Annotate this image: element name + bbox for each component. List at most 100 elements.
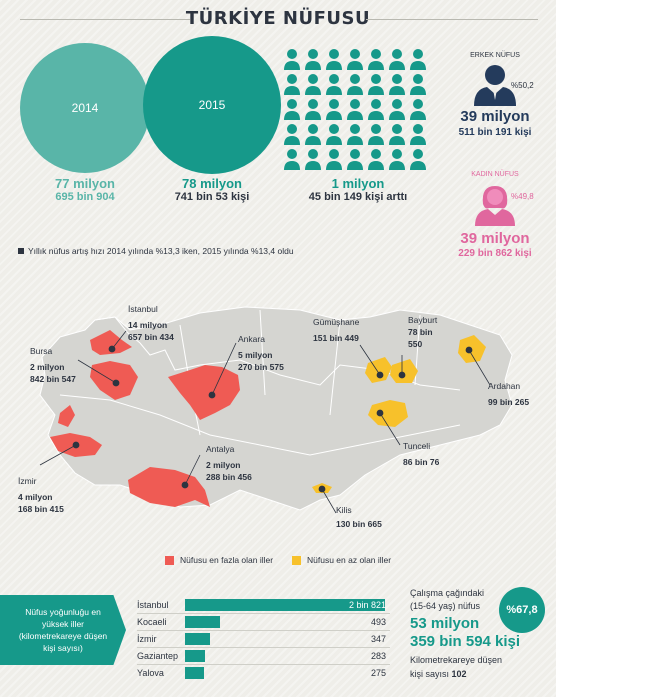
- label-tunceli: Tunceli 86 bin 76: [403, 441, 439, 467]
- female-label: KADIN NÜFUS: [471, 171, 519, 178]
- density-bar: [185, 616, 220, 628]
- region-tunceli: [368, 400, 408, 427]
- stat-diff-big: 1 milyon: [331, 176, 385, 191]
- page-title: TÜRKİYE NÜFUSU: [185, 8, 371, 29]
- work-big-2: 359 bin 594 kişi: [410, 633, 521, 650]
- label-ankara-l2: 270 bin 575: [238, 362, 284, 372]
- circle-2015: 2015: [143, 36, 281, 174]
- region-antalya: [128, 467, 210, 507]
- density-bar-row: Gaziantep 283: [137, 649, 390, 663]
- work-big-1: 53 milyon: [410, 615, 480, 632]
- label-gumushane-name: Gümüşhane: [313, 317, 360, 327]
- person-icon: [305, 74, 321, 95]
- stat-2014-small: 695 bin 904: [55, 191, 115, 203]
- work-label-2: (15-64 yaş) nüfus: [410, 601, 481, 611]
- label-bursa-l2: 842 bin 547: [30, 374, 76, 384]
- density-bar-value: 493: [370, 617, 386, 627]
- region-bayburt: [390, 359, 418, 383]
- person-icon: [389, 49, 405, 70]
- density-bar: [185, 650, 206, 662]
- region-istanbul: [90, 330, 132, 355]
- density-row-divider: [137, 613, 390, 614]
- label-antalya-name: Antalya: [206, 444, 235, 454]
- person-icon: [410, 74, 426, 95]
- female-small: 229 bin 862 kişi: [458, 248, 532, 259]
- person-icon: [368, 49, 384, 70]
- work-pct: %67,8: [506, 604, 538, 616]
- title-rule-left: [20, 19, 190, 20]
- label-kilis-l1: 130 bin 665: [336, 519, 382, 529]
- label-gumushane-l1: 151 bin 449: [313, 333, 359, 343]
- person-icon: [284, 124, 300, 145]
- density-bar-name: Gaziantep: [137, 651, 179, 661]
- density-row-divider: [137, 647, 390, 648]
- person-icon: [284, 74, 300, 95]
- work-pct-badge: %67,8: [499, 587, 545, 633]
- person-icon: [305, 124, 321, 145]
- label-bayburt-l1: 78 bin: [408, 327, 433, 337]
- density-banner: Nüfus yoğunluğu en yüksek iller (kilomet…: [0, 595, 126, 665]
- legend-most: Nüfusu en fazla olan iller: [165, 555, 273, 565]
- person-icon: [347, 99, 363, 120]
- stat-2015-small: 741 bin 53 kişi: [174, 191, 250, 203]
- label-ankara-l1: 5 milyon: [238, 350, 273, 360]
- person-icon: [326, 149, 342, 170]
- region-ankara: [168, 365, 240, 420]
- label-ardahan: Ardahan 99 bin 265: [488, 381, 529, 407]
- stat-2014-big: 77 milyon: [55, 176, 115, 191]
- female-big: 39 milyon: [460, 230, 530, 247]
- person-icon: [326, 99, 342, 120]
- density-bar-value: 275: [370, 668, 386, 678]
- person-icon: [410, 124, 426, 145]
- work-label-4: kişi sayısı: [410, 669, 450, 679]
- region-gumushane: [365, 357, 392, 383]
- label-bursa: Bursa 2 milyon 842 bin 547: [30, 346, 76, 384]
- label-gumushane: Gümüşhane 151 bin 449: [313, 317, 359, 343]
- person-icon: [347, 124, 363, 145]
- work-label-1: Çalışma çağındaki: [410, 588, 485, 598]
- density-bar-name: Yalova: [137, 668, 164, 678]
- label-bursa-name: Bursa: [30, 346, 53, 356]
- density-bar-name: Kocaeli: [137, 617, 167, 627]
- person-icon: [389, 124, 405, 145]
- label-antalya-l2: 288 bin 456: [206, 472, 252, 482]
- stat-diff: 1 milyon 45 bin 149 kişi arttı: [283, 176, 433, 203]
- circle-2014: 2014: [20, 43, 150, 173]
- density-row-divider: [137, 630, 390, 631]
- person-icon: [410, 99, 426, 120]
- person-icon: [410, 49, 426, 70]
- male-small: 511 bin 191 kişi: [458, 127, 532, 138]
- label-istanbul-l2: 657 bin 434: [128, 332, 174, 342]
- density-bar-row: İstanbul 2 bin 821: [137, 598, 390, 612]
- person-icon: [347, 74, 363, 95]
- legend-least: Nüfusu en az olan iller: [292, 555, 391, 565]
- label-ardahan-name: Ardahan: [488, 381, 521, 391]
- title-rule-right: [366, 19, 538, 20]
- legend-most-swatch: [165, 555, 174, 565]
- turkey-map: [39, 306, 513, 514]
- label-izmir-name: İzmir: [18, 476, 37, 486]
- stat-2015: 78 milyon 741 bin 53 kişi: [143, 176, 281, 203]
- label-ardahan-l1: 99 bin 265: [488, 397, 530, 407]
- label-bayburt-name: Bayburt: [408, 315, 438, 325]
- person-icon: [368, 124, 384, 145]
- person-icon: [368, 74, 384, 95]
- infographic: TÜRKİYE NÜFUSU 2014 2015 77 milyon 695 b…: [0, 0, 556, 697]
- density-row-divider: [137, 664, 390, 665]
- density-bar-row: Yalova 275: [137, 666, 390, 680]
- label-tunceli-name: Tunceli: [403, 441, 431, 451]
- label-izmir-l2: 168 bin 415: [18, 504, 64, 514]
- male-label: ERKEK NÜFUS: [470, 52, 520, 59]
- person-icon: [305, 99, 321, 120]
- label-kilis: Kilis 130 bin 665: [336, 505, 382, 529]
- person-icon: [368, 149, 384, 170]
- person-icon: [368, 99, 384, 120]
- person-icon: [284, 99, 300, 120]
- stat-2015-big: 78 milyon: [182, 176, 242, 191]
- circle-2014-label: 2014: [71, 101, 99, 115]
- label-tunceli-l1: 86 bin 76: [403, 457, 440, 467]
- density-bar-value: 2 bin 821: [348, 600, 386, 610]
- region-izmir: [50, 405, 102, 457]
- work-label-3: Kilometrekareye düşen: [410, 655, 503, 665]
- legend-least-swatch: [292, 555, 301, 565]
